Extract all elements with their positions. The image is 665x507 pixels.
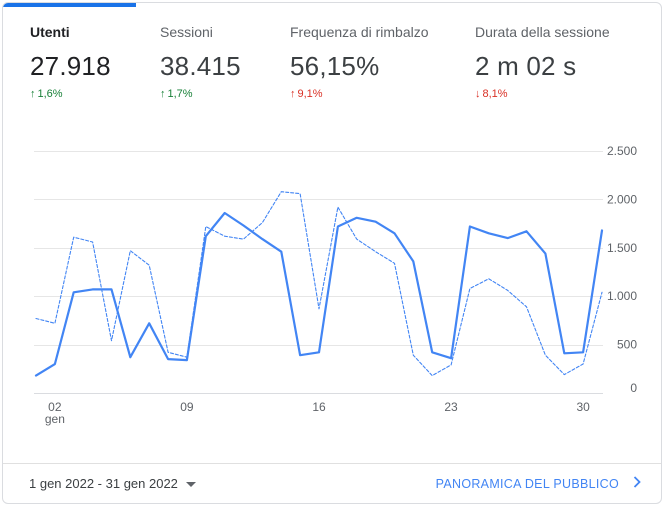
- y-tick-label: 0: [630, 381, 637, 395]
- metric-tab-session-duration[interactable]: Durata della sessione 2 m 02 s ↓ 8,1%: [475, 24, 610, 100]
- metric-label: Utenti: [30, 24, 70, 40]
- x-tick-sublabel: gen: [45, 412, 65, 426]
- y-tick-label: 2.500: [607, 144, 637, 158]
- metric-label: Durata della sessione: [475, 24, 610, 40]
- y-tick-label: 500: [617, 338, 637, 352]
- metric-value: 27.918: [30, 51, 111, 81]
- metric-tab-bounce-rate[interactable]: Frequenza di rimbalzo 56,15% ↑ 9,1%: [290, 24, 429, 100]
- x-tick-label: 23: [444, 400, 458, 414]
- metric-change: ↑ 1,6%: [30, 88, 111, 100]
- series-line-previous-period: [35, 191, 603, 377]
- metric-change: ↓ 8,1%: [475, 88, 610, 100]
- footer-divider: [3, 463, 661, 464]
- date-range-label: 1 gen 2022 - 31 gen 2022: [29, 476, 178, 491]
- metric-value: 56,15%: [290, 51, 380, 81]
- metric-change-value: 1,7%: [167, 88, 193, 100]
- arrow-up-icon: ↑: [30, 88, 36, 100]
- y-tick-label: 1.500: [607, 241, 637, 255]
- metric-change-value: 1,6%: [37, 88, 63, 100]
- metric-label: Sessioni: [160, 24, 213, 40]
- y-tick-label: 1.000: [607, 289, 637, 303]
- caret-down-icon: [185, 482, 196, 488]
- metric-label: Frequenza di rimbalzo: [290, 24, 429, 40]
- arrow-down-icon: ↓: [475, 88, 481, 100]
- date-range-selector[interactable]: 1 gen 2022 - 31 gen 2022: [29, 476, 196, 491]
- metric-change: ↑ 1,7%: [160, 88, 241, 100]
- arrow-up-icon: ↑: [160, 88, 166, 100]
- metric-change: ↑ 9,1%: [290, 88, 429, 100]
- x-tick-label: 16: [312, 400, 326, 414]
- chevron-right-icon: [633, 476, 641, 491]
- x-tick-label: 02: [48, 400, 62, 414]
- metric-value: 38.415: [160, 51, 241, 81]
- x-tick-label: 09: [180, 400, 194, 414]
- arrow-up-icon: ↑: [290, 88, 296, 100]
- metric-tab-users[interactable]: Utenti 27.918 ↑ 1,6%: [30, 24, 111, 100]
- active-tab-indicator: [3, 3, 136, 7]
- metric-value: 2 m 02 s: [475, 51, 577, 81]
- metric-change-value: 8,1%: [482, 88, 508, 100]
- audience-overview-label: PANORAMICA DEL PUBBLICO: [435, 476, 619, 491]
- series-line-current-period: [34, 211, 604, 377]
- y-tick-label: 2.000: [607, 192, 637, 206]
- audience-overview-link[interactable]: PANORAMICA DEL PUBBLICO: [436, 476, 641, 491]
- metric-change-value: 9,1%: [297, 88, 323, 100]
- metric-tab-sessions[interactable]: Sessioni 38.415 ↑ 1,7%: [160, 24, 241, 100]
- x-tick-label: 30: [576, 400, 590, 414]
